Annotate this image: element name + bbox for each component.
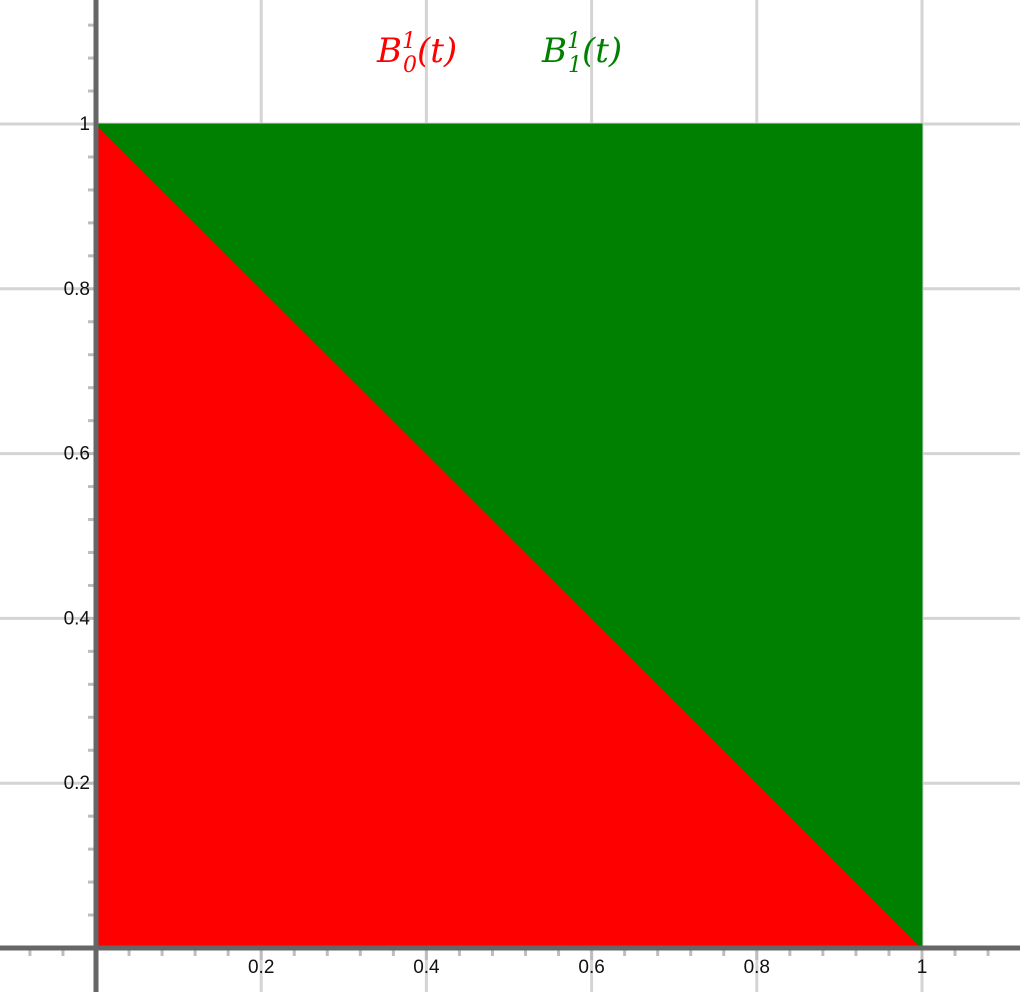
x-tick-label: 0.2 [248,957,274,978]
stacked-areas [94,122,924,950]
y-tick-label: 0.4 [64,608,91,629]
x-tick-label: 1 [917,957,928,978]
x-tick-label: 0.6 [578,957,604,978]
legend-entry-1: B1 1(t) [541,29,622,78]
y-tick-label: 1 [79,114,90,135]
legend: B1 0(t) B1 1(t) [376,29,622,78]
y-tick-label: 0.2 [64,773,90,794]
legend-entry-0: B1 0(t) [376,29,457,78]
x-tick-label: 0.8 [744,957,770,978]
area-series-1 [94,123,923,950]
y-tick-label: 0.8 [64,279,90,300]
tick-labels: 0.2 0.4 0.6 0.8 1 0.2 0.4 0.6 0.8 1 [64,114,928,978]
y-tick-label: 0.6 [64,444,90,465]
x-tick-label: 0.4 [413,957,440,978]
